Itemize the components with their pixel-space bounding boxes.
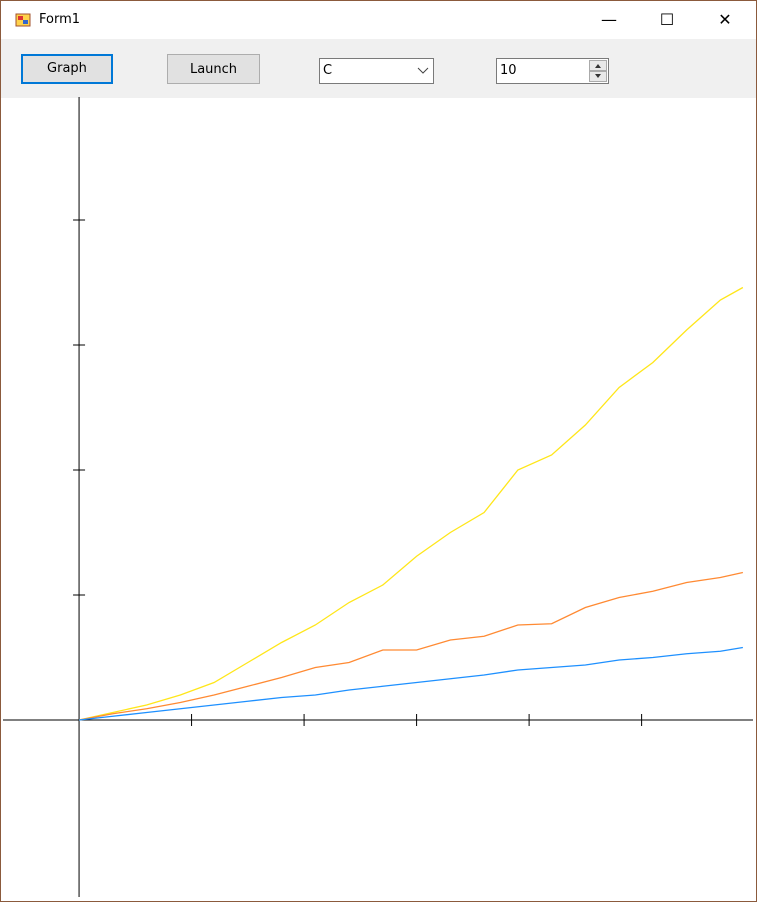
title-bar: Form1 — ☐ ✕ [1, 1, 756, 39]
numeric-value: 10 [500, 63, 517, 78]
data-line [78, 571, 744, 721]
maximize-button[interactable]: ☐ [659, 10, 675, 29]
numeric-input[interactable]: 10 [496, 58, 609, 84]
app-icon [15, 13, 31, 27]
spin-buttons[interactable] [589, 60, 607, 82]
minimize-button[interactable]: — [601, 10, 617, 29]
close-button[interactable]: ✕ [718, 10, 732, 29]
graph-button[interactable]: Graph [21, 54, 113, 84]
combo-box[interactable]: C [319, 58, 434, 84]
toolbar: Graph Launch C 10 [1, 39, 756, 98]
data-line [78, 646, 743, 721]
data-line [78, 286, 744, 721]
combo-value: C [323, 63, 333, 78]
launch-button[interactable]: Launch [167, 54, 260, 84]
window-title: Form1 [39, 12, 81, 27]
dropdown-arrow [417, 67, 429, 74]
